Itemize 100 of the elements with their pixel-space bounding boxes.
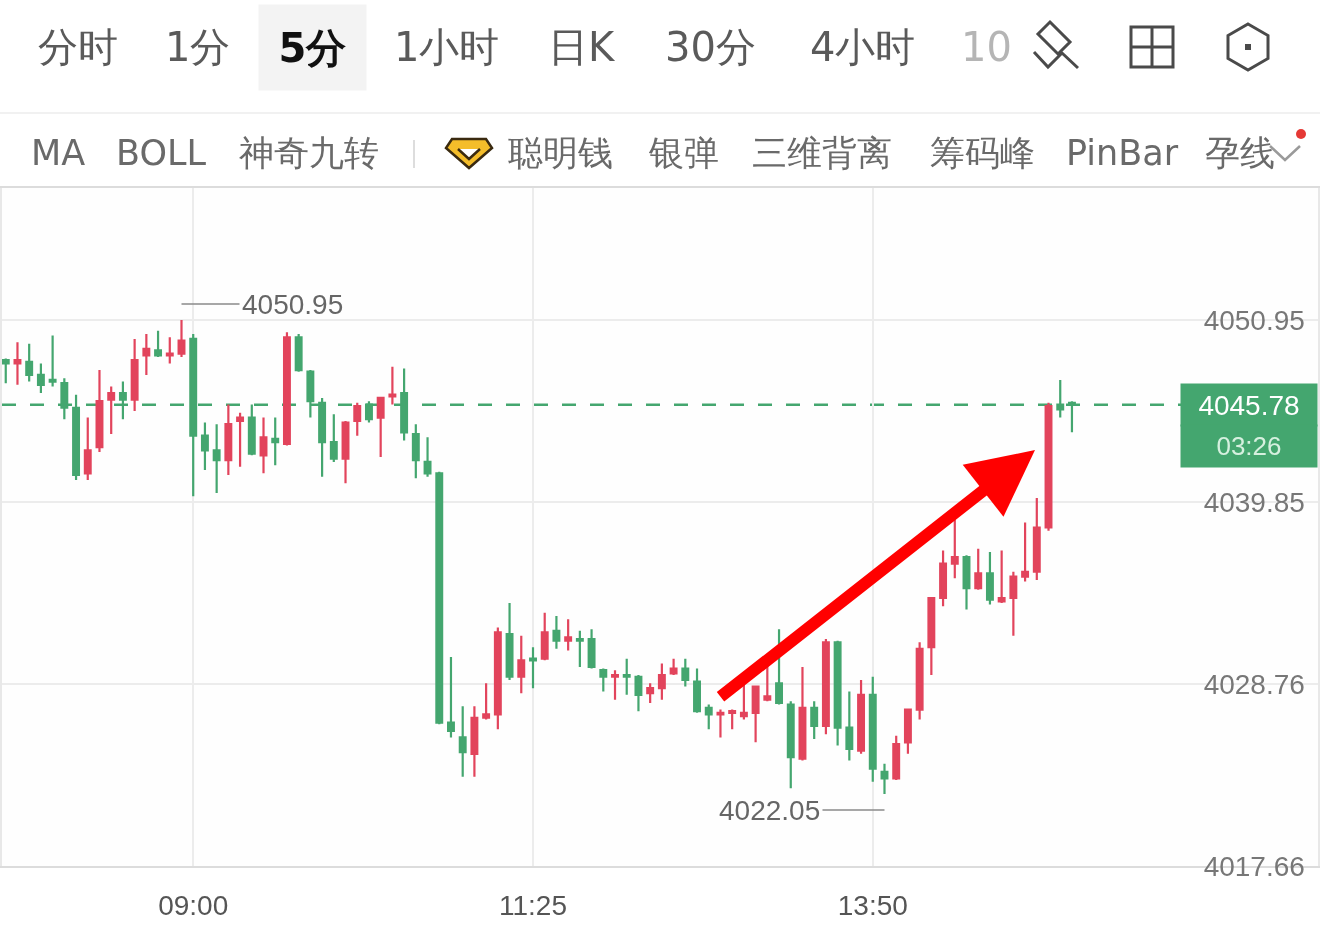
y-tick-label: 4039.85 <box>1203 486 1305 518</box>
text: 1分 <box>165 24 231 70</box>
candlestick <box>728 708 737 731</box>
y-tick-label: 4050.95 <box>1203 304 1305 336</box>
candlestick <box>974 547 983 591</box>
candlestick <box>997 549 1006 605</box>
text: 5分 <box>278 24 347 71</box>
candlestick <box>1056 378 1065 419</box>
text: 10 <box>961 24 1012 70</box>
candlestick <box>915 641 924 721</box>
candlestick <box>1032 496 1041 582</box>
text: PinBar <box>1066 133 1179 173</box>
annotation: 4050.95 <box>242 289 344 320</box>
text: 三维背离 <box>752 133 892 173</box>
candlestick <box>646 682 655 705</box>
candlestick <box>48 334 57 388</box>
candlestick <box>810 700 819 741</box>
candlestick <box>458 705 467 778</box>
candlestick <box>165 336 174 365</box>
candlestick <box>224 403 233 477</box>
candlestick <box>927 596 936 677</box>
candlestick <box>821 637 830 736</box>
candlestick <box>634 674 643 713</box>
candlestick <box>13 341 22 386</box>
candlestick <box>423 436 432 478</box>
candlestick <box>903 708 912 755</box>
candlestick <box>985 550 994 606</box>
candlestick <box>83 416 92 482</box>
text: 孕线 <box>1205 133 1275 173</box>
text: 分时 <box>38 24 118 70</box>
x-tick-label: 13:50 <box>837 890 908 922</box>
candlestick <box>798 665 807 762</box>
annotation: 03:26 <box>1216 431 1282 461</box>
candlestick <box>282 331 291 447</box>
candlestick <box>107 385 116 436</box>
candlestick <box>177 318 186 359</box>
candlestick <box>529 646 537 690</box>
candlestick <box>470 705 479 778</box>
candlestick <box>950 518 959 580</box>
candlestick <box>482 682 491 721</box>
text: 1小时 <box>394 24 500 70</box>
candlestick <box>833 639 842 747</box>
text: 神奇九转 <box>239 133 379 173</box>
candlestick <box>36 362 45 395</box>
candlestick <box>447 655 455 739</box>
candlestick <box>329 413 338 463</box>
text: 聪明钱 <box>508 133 613 173</box>
candlestick <box>739 683 748 721</box>
text: MA <box>31 133 86 173</box>
candlestick <box>411 423 420 480</box>
candlestick <box>376 396 385 459</box>
candlestick <box>751 685 760 744</box>
candlestick <box>587 628 596 670</box>
candlestick <box>236 411 245 468</box>
y-tick-label: 4028.76 <box>1203 668 1305 700</box>
candlestick <box>681 657 690 688</box>
candlestick <box>505 601 514 682</box>
y-tick-label: 4017.66 <box>1203 850 1305 882</box>
candlestick <box>388 365 397 406</box>
candlestick <box>25 342 34 383</box>
candlestick <box>493 626 502 731</box>
candlestick <box>1021 521 1030 583</box>
text: 日K <box>548 24 616 70</box>
candlestick <box>786 700 795 790</box>
candlestick <box>259 416 268 475</box>
candlestick <box>611 669 619 701</box>
candlestick <box>868 675 877 783</box>
text: 银弹 <box>648 133 719 173</box>
candlestick <box>704 703 713 731</box>
candlestick <box>939 549 948 608</box>
text: 4小时 <box>810 24 916 70</box>
candlestick <box>154 329 163 359</box>
text: 筹码峰 <box>930 133 1035 173</box>
text: BOLL <box>116 133 207 173</box>
candlestick <box>200 421 209 472</box>
candlestick <box>669 657 678 677</box>
annotation: 4022.05 <box>719 795 821 826</box>
candlestick <box>271 416 280 467</box>
candlestick <box>142 332 151 377</box>
candlestick <box>880 762 889 796</box>
x-tick-label: 11:25 <box>499 890 567 922</box>
candlestick <box>845 690 854 762</box>
candlestick <box>775 628 784 706</box>
candlestick <box>892 734 901 782</box>
candlestick <box>435 470 444 726</box>
candlestick <box>341 419 350 485</box>
candlestick <box>693 667 701 714</box>
candlestick <box>540 611 549 662</box>
text: 30分 <box>665 24 756 70</box>
candlestick <box>564 618 573 652</box>
candlestick <box>294 332 303 373</box>
candlestick <box>962 554 971 611</box>
candlestick <box>72 393 81 482</box>
candlestick <box>95 368 104 454</box>
candlestick <box>552 614 561 650</box>
candlestick <box>657 662 666 701</box>
candlestick <box>857 678 866 755</box>
candlestick <box>353 401 362 437</box>
ref-line-label: 4045.78 <box>1198 389 1300 421</box>
candlestick <box>130 337 139 413</box>
